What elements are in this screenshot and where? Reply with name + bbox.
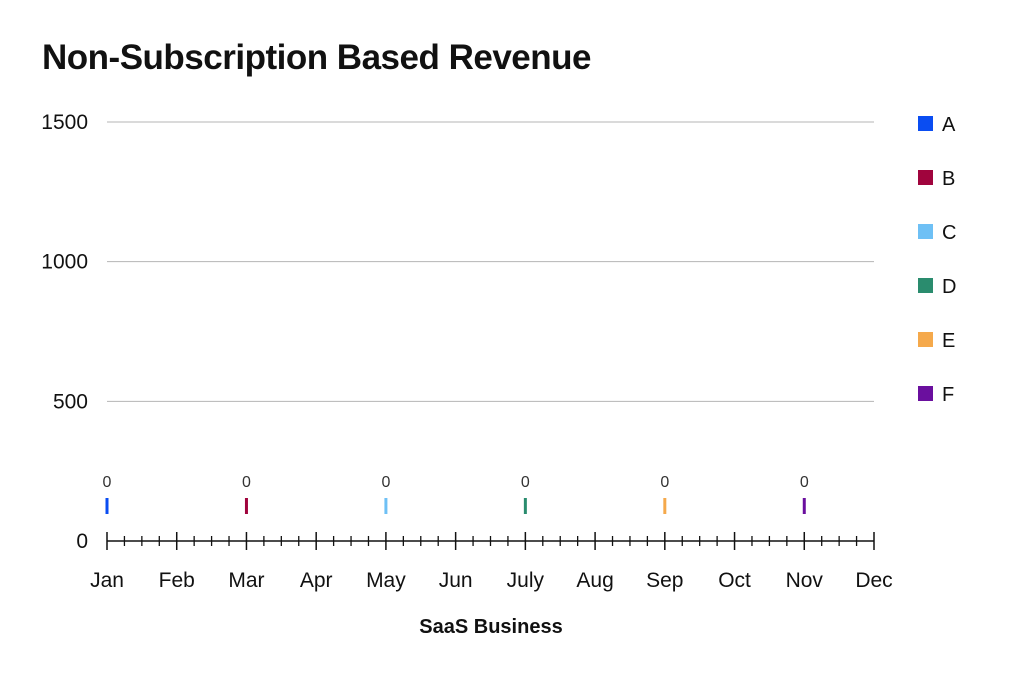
x-tick-label: Sep <box>646 569 683 592</box>
legend-swatch-c <box>918 224 933 239</box>
y-tick-label: 1500 <box>41 111 88 134</box>
x-tick-label: Jun <box>439 569 473 592</box>
x-tick-label: Dec <box>855 569 892 592</box>
legend-label-f: F <box>942 384 954 406</box>
legend-swatch-f <box>918 386 933 401</box>
bar-f <box>802 498 806 514</box>
x-axis: Jan Feb Mar Apr May Jun July Aug Sep Oct Nov Dec <box>90 532 893 592</box>
x-tick-label: Jan <box>90 569 124 592</box>
legend-label-c: C <box>942 222 956 244</box>
x-tick-label: Feb <box>159 569 195 592</box>
x-tick-label: Mar <box>228 569 264 592</box>
x-tick-label: Apr <box>300 569 333 592</box>
y-tick-label: 0 <box>76 530 88 553</box>
x-tick-label: May <box>366 569 406 592</box>
data-label-e: 0 <box>660 474 669 491</box>
y-axis-ticks: 0 500 1000 1500 <box>41 111 88 553</box>
legend-swatch-b <box>918 170 933 185</box>
legend-label-e: E <box>942 330 955 352</box>
bars: 0 0 0 0 0 0 <box>103 474 809 514</box>
legend-label-b: B <box>942 168 955 190</box>
data-label-d: 0 <box>521 474 530 491</box>
data-label-c: 0 <box>381 474 390 491</box>
legend: A B C D E F <box>918 114 956 406</box>
x-tick-label: Oct <box>718 569 751 592</box>
bar-e <box>663 498 667 514</box>
x-axis-label: SaaS Business <box>419 616 562 638</box>
y-tick-label: 500 <box>53 390 88 413</box>
legend-label-a: A <box>942 114 956 136</box>
data-label-a: 0 <box>103 474 112 491</box>
x-tick-label: July <box>507 569 545 592</box>
grid-lines <box>107 121 874 402</box>
legend-label-d: D <box>942 276 956 298</box>
chart-title: Non-Subscription Based Revenue <box>42 38 591 77</box>
x-tick-label: Aug <box>576 569 613 592</box>
x-tick-label: Nov <box>786 569 824 592</box>
bar-c <box>384 498 388 514</box>
bar-d <box>523 498 527 514</box>
legend-swatch-a <box>918 116 933 131</box>
data-label-f: 0 <box>800 474 809 491</box>
data-label-b: 0 <box>242 474 251 491</box>
legend-swatch-d <box>918 278 933 293</box>
y-tick-label: 1000 <box>41 251 88 274</box>
legend-swatch-e <box>918 332 933 347</box>
bar-a <box>105 498 109 514</box>
bar-b <box>244 498 248 514</box>
